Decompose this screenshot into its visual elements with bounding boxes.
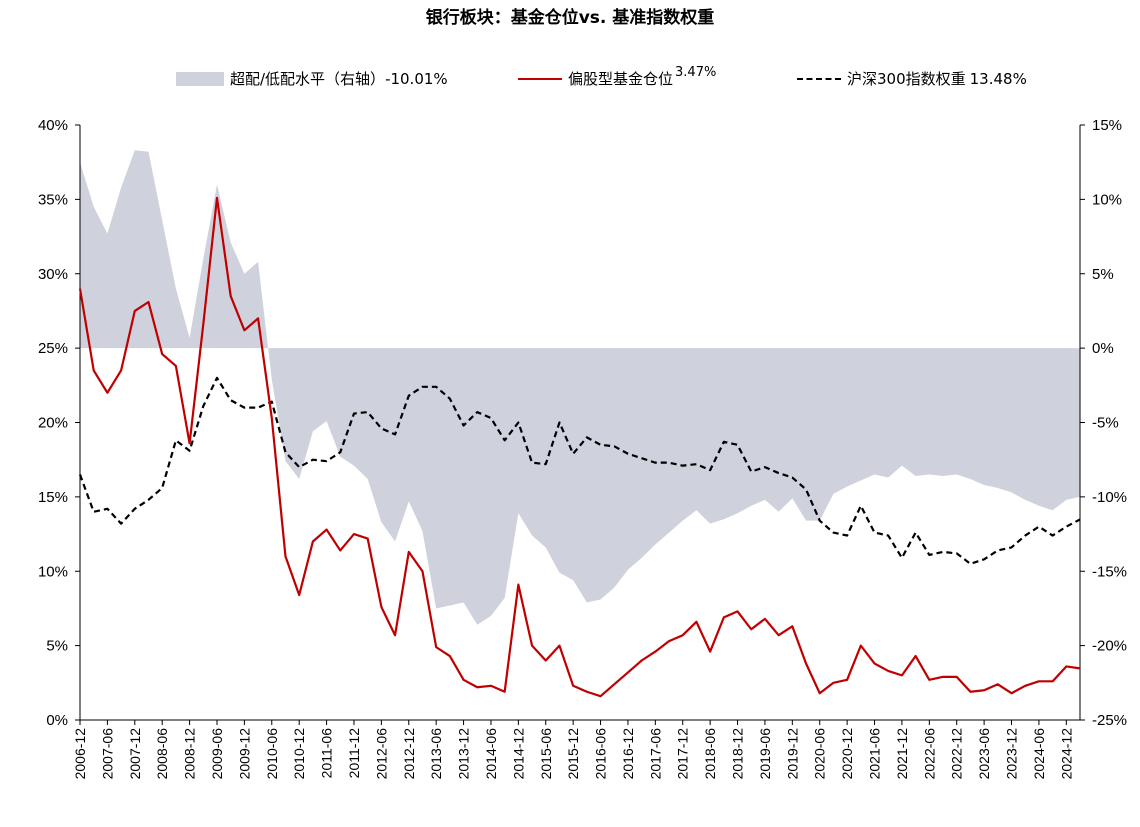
chart-title: 银行板块：基金仓位vs. 基准指数权重 <box>425 8 715 28</box>
right-tick-label: 0% <box>1092 340 1114 357</box>
legend-label-overweight: 超配/低配水平（右轴） <box>230 70 386 88</box>
series-area-overweight <box>80 150 1080 625</box>
x-tick-label: 2015-06 <box>538 728 554 780</box>
x-tick-label: 2012-06 <box>373 728 389 780</box>
x-tick-label: 2013-12 <box>456 728 472 780</box>
x-tick-label: 2006-12 <box>72 728 88 780</box>
right-tick-label: -10% <box>1092 489 1127 506</box>
x-tick-label: 2010-06 <box>264 728 280 780</box>
series-line-fund-position <box>78 196 1081 698</box>
legend-value-overweight: -10.01% <box>385 69 448 88</box>
series-line-index-weight <box>78 376 1081 565</box>
left-tick-label: 40% <box>38 117 68 134</box>
legend-swatch-fund <box>518 77 562 80</box>
x-tick-label: 2024-12 <box>1058 728 1074 780</box>
legend-label-fund: 偏股型基金仓位 <box>568 70 674 88</box>
x-tick-label: 2024-06 <box>1031 728 1047 780</box>
x-tick-label: 2023-12 <box>1004 728 1020 780</box>
x-tick-label: 2016-06 <box>593 728 609 780</box>
x-tick-label: 2007-12 <box>127 728 143 780</box>
right-tick-label: -15% <box>1092 563 1127 580</box>
x-tick-label: 2007-06 <box>99 728 115 780</box>
right-tick-label: -5% <box>1092 415 1119 432</box>
x-tick-label: 2010-12 <box>291 728 307 780</box>
legend-swatch-area <box>176 71 224 86</box>
x-tick-label: 2015-12 <box>565 728 581 780</box>
x-tick-label: 2014-06 <box>483 728 499 780</box>
x-tick-label: 2020-06 <box>812 728 828 780</box>
x-tick-label: 2012-12 <box>401 728 417 780</box>
x-tick-label: 2021-06 <box>867 728 883 780</box>
right-tick-label: -20% <box>1092 638 1127 655</box>
left-tick-label: 0% <box>46 712 68 729</box>
x-tick-label: 2009-12 <box>236 728 252 780</box>
x-tick-label: 2008-12 <box>182 728 198 780</box>
left-tick-label: 10% <box>38 563 68 580</box>
x-tick-label: 2009-06 <box>209 728 225 780</box>
right-tick-label: 10% <box>1092 191 1122 208</box>
left-tick-label: 30% <box>38 266 68 283</box>
left-tick-label: 25% <box>38 340 68 357</box>
legend-swatch-index <box>797 77 841 80</box>
legend-item-overweight: 超配/低配水平（右轴） -10.01% <box>176 68 448 89</box>
left-tick-label: 35% <box>38 191 68 208</box>
left-tick-label: 15% <box>38 489 68 506</box>
left-tick-label: 20% <box>38 415 68 432</box>
x-tick-label: 2023-06 <box>976 728 992 780</box>
legend-item-index: 沪深300指数权重 13.48% <box>797 68 1027 89</box>
x-tick-label: 2017-06 <box>647 728 663 780</box>
x-tick-label: 2011-06 <box>319 728 335 779</box>
x-tick-label: 2022-12 <box>949 728 965 780</box>
x-tick-label: 2016-12 <box>620 728 636 780</box>
legend-item-fund: 偏股型基金仓位 3.47% <box>518 65 717 89</box>
x-tick-label: 2019-12 <box>784 728 800 780</box>
x-tick-label: 2017-12 <box>675 728 691 780</box>
x-tick-label: 2019-06 <box>757 728 773 780</box>
right-tick-label: 5% <box>1092 266 1114 283</box>
legend: 超配/低配水平（右轴） -10.01% 偏股型基金仓位 3.47% 沪深300指… <box>0 65 1140 94</box>
x-tick-label: 2022-06 <box>921 728 937 780</box>
right-tick-label: 15% <box>1092 117 1122 134</box>
legend-value-fund: 3.47% <box>675 65 717 80</box>
left-tick-label: 5% <box>46 638 68 655</box>
x-tick-label: 2020-12 <box>839 728 855 780</box>
right-tick-label: -25% <box>1092 712 1127 729</box>
x-tick-label: 2011-12 <box>346 728 362 779</box>
x-tick-label: 2018-06 <box>702 728 718 780</box>
x-tick-label: 2014-12 <box>510 728 526 780</box>
x-tick-label: 2013-06 <box>428 728 444 780</box>
legend-value-index: 13.48% <box>969 69 1027 88</box>
x-tick-label: 2018-12 <box>730 728 746 780</box>
legend-label-index: 沪深300指数权重 <box>847 70 966 88</box>
x-tick-label: 2008-06 <box>154 728 170 780</box>
x-tick-label: 2021-12 <box>894 728 910 780</box>
